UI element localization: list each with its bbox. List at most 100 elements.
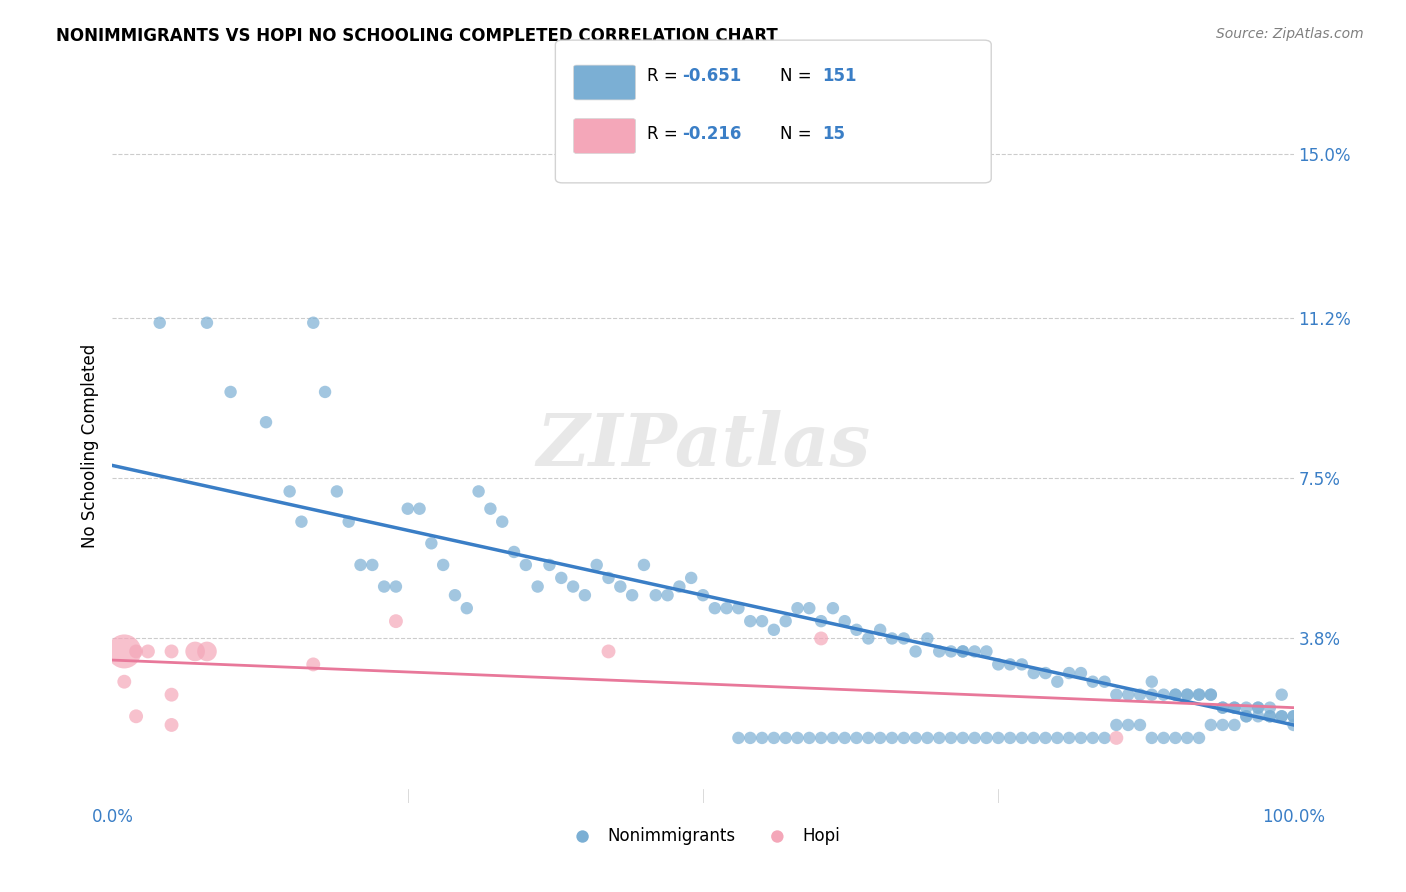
Point: [550, 571, 572, 585]
Point: [976, 644, 998, 658]
Point: [987, 657, 1010, 672]
Point: [373, 580, 395, 594]
Point: [326, 484, 349, 499]
Point: [1175, 688, 1198, 702]
Point: [775, 731, 797, 745]
Point: [1022, 666, 1045, 681]
Point: [349, 558, 371, 572]
Point: [1164, 688, 1187, 702]
Point: [1081, 674, 1104, 689]
Point: [799, 601, 821, 615]
Point: [503, 545, 526, 559]
Point: [1175, 688, 1198, 702]
Point: [1140, 674, 1163, 689]
Point: [810, 632, 832, 646]
Point: [1094, 674, 1116, 689]
Point: [1271, 709, 1294, 723]
Point: [1105, 688, 1128, 702]
Point: [1035, 666, 1057, 681]
Point: [1199, 688, 1222, 702]
Point: [420, 536, 443, 550]
Legend: Nonimmigrants, Hopi: Nonimmigrants, Hopi: [560, 821, 846, 852]
Text: -0.651: -0.651: [682, 67, 741, 85]
Point: [302, 316, 325, 330]
Point: [810, 614, 832, 628]
Point: [1258, 709, 1281, 723]
Point: [184, 644, 207, 658]
Point: [1153, 731, 1175, 745]
Point: [479, 501, 502, 516]
Text: 151: 151: [823, 67, 858, 85]
Point: [917, 632, 939, 646]
Point: [1271, 688, 1294, 702]
Point: [751, 614, 773, 628]
Point: [1258, 700, 1281, 714]
Point: [1223, 700, 1246, 714]
Point: [526, 580, 548, 594]
Point: [195, 644, 218, 658]
Point: [834, 614, 856, 628]
Point: [1094, 731, 1116, 745]
Point: [254, 415, 277, 429]
Point: [160, 644, 183, 658]
Point: [799, 731, 821, 745]
Point: [302, 657, 325, 672]
Text: N =: N =: [780, 67, 817, 85]
Point: [290, 515, 312, 529]
Point: [1234, 709, 1257, 723]
Point: [1116, 718, 1139, 732]
Text: N =: N =: [780, 125, 817, 143]
Point: [869, 623, 891, 637]
Point: [821, 601, 844, 615]
Point: [136, 644, 159, 658]
Point: [703, 601, 725, 615]
Point: [917, 731, 939, 745]
Point: [598, 644, 620, 658]
Point: [1070, 731, 1092, 745]
Point: [786, 601, 808, 615]
Point: [491, 515, 513, 529]
Text: R =: R =: [647, 67, 683, 85]
Point: [657, 588, 679, 602]
Point: [125, 644, 148, 658]
Point: [644, 588, 666, 602]
Point: [952, 644, 974, 658]
Point: [467, 484, 489, 499]
Point: [928, 644, 950, 658]
Point: [740, 614, 762, 628]
Point: [716, 601, 738, 615]
Point: [762, 731, 785, 745]
Point: [1164, 731, 1187, 745]
Point: [160, 718, 183, 732]
Point: [681, 571, 703, 585]
Point: [278, 484, 301, 499]
Point: [939, 731, 962, 745]
Point: [904, 644, 927, 658]
Point: [1070, 666, 1092, 681]
Point: [893, 731, 915, 745]
Point: [976, 731, 998, 745]
Point: [845, 623, 868, 637]
Point: [928, 731, 950, 745]
Point: [1223, 718, 1246, 732]
Point: [149, 316, 172, 330]
Point: [314, 384, 336, 399]
Point: [1140, 688, 1163, 702]
Point: [1212, 700, 1234, 714]
Point: [1057, 731, 1080, 745]
Point: [880, 731, 903, 745]
Point: [1199, 718, 1222, 732]
Point: [810, 731, 832, 745]
Point: [1081, 731, 1104, 745]
Point: [1223, 700, 1246, 714]
Point: [1282, 709, 1305, 723]
Point: [869, 731, 891, 745]
Point: [727, 601, 749, 615]
Point: [1199, 688, 1222, 702]
Point: [963, 644, 986, 658]
Point: [893, 632, 915, 646]
Point: [1247, 700, 1270, 714]
Point: [1212, 718, 1234, 732]
Point: [633, 558, 655, 572]
Point: [858, 632, 880, 646]
